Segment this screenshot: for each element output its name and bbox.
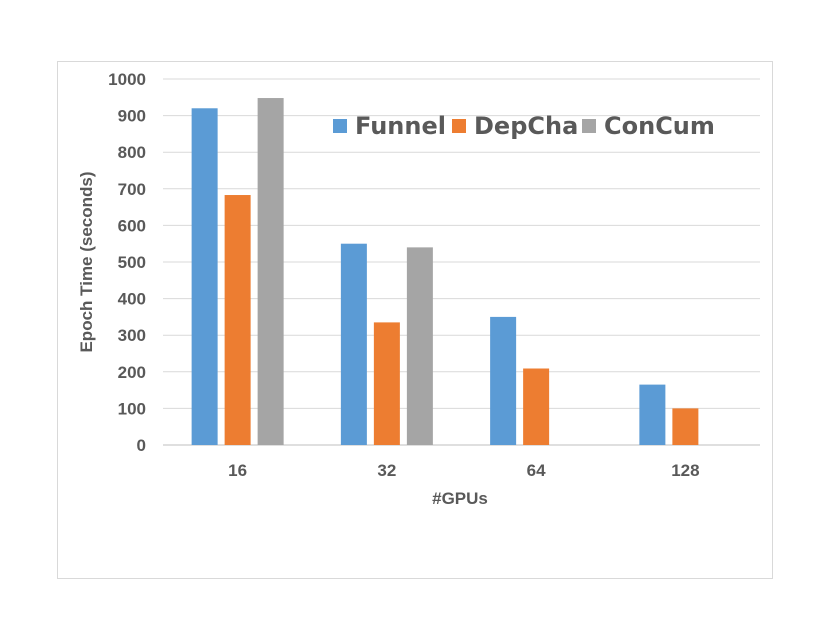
x-axis-ticks: 16 32 64 128 (228, 461, 699, 480)
y-tick-label: 200 (118, 363, 146, 382)
bar-depcha-32 (373, 322, 400, 445)
legend-swatch-concum (582, 119, 596, 133)
legend-label-funnel: Funnel (355, 112, 446, 140)
y-tick-label: 800 (118, 143, 146, 162)
y-tick-label: 0 (137, 436, 146, 455)
y-axis-title: Epoch Time (seconds) (77, 171, 96, 352)
y-tick-label: 400 (118, 290, 146, 309)
y-axis-ticks: 0 100 200 300 400 500 600 700 800 900 1000 (108, 70, 146, 455)
y-tick-label: 900 (118, 107, 146, 126)
y-tick-label: 600 (118, 216, 146, 235)
bar-depcha-128 (672, 408, 699, 445)
bar-concum-32 (406, 247, 433, 445)
bar-depcha-16 (224, 195, 251, 445)
bars (191, 98, 699, 446)
x-tick-label: 64 (527, 461, 546, 480)
x-axis-title: #GPUs (432, 489, 488, 508)
legend-label-concum: ConCum (604, 112, 715, 140)
legend-label-depcha: DepCha (474, 112, 578, 140)
y-tick-label: 500 (118, 253, 146, 272)
legend-swatch-funnel (333, 119, 347, 133)
legend: Funnel DepCha ConCum (333, 112, 715, 140)
bar-funnel-128 (639, 384, 666, 445)
bar-funnel-16 (191, 108, 218, 445)
bar-depcha-64 (523, 368, 550, 445)
y-tick-label: 300 (118, 326, 146, 345)
y-tick-label: 100 (118, 399, 146, 418)
legend-swatch-depcha (452, 119, 466, 133)
x-tick-label: 32 (377, 461, 396, 480)
bar-concum-16 (257, 98, 284, 446)
y-tick-label: 1000 (108, 70, 146, 89)
bar-funnel-64 (490, 316, 517, 445)
bar-funnel-32 (340, 243, 367, 445)
x-tick-label: 128 (671, 461, 699, 480)
y-tick-label: 700 (118, 180, 146, 199)
x-tick-label: 16 (228, 461, 247, 480)
